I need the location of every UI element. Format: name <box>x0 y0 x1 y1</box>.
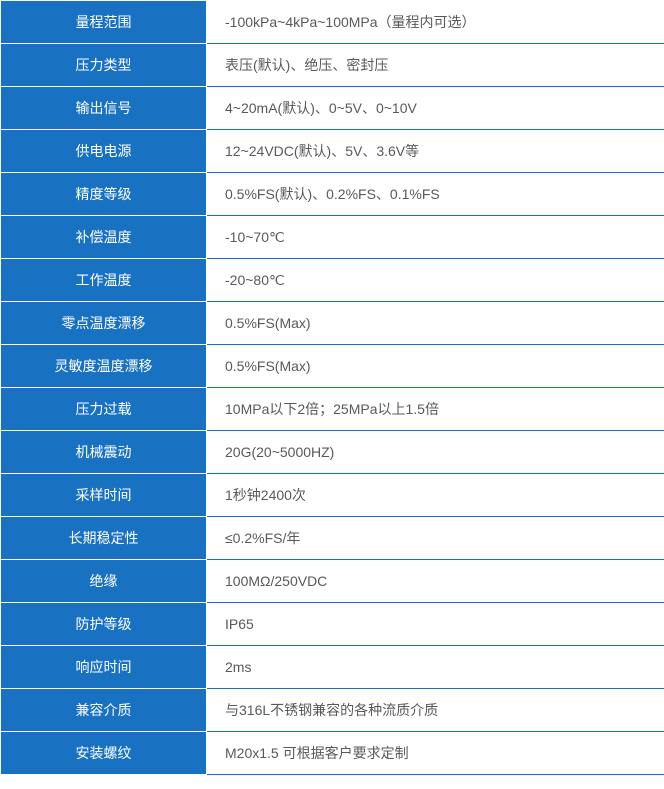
spec-label: 精度等级 <box>1 173 207 216</box>
table-row: 压力过载10MPa以下2倍；25MPa以上1.5倍 <box>1 388 664 431</box>
spec-label: 工作温度 <box>1 259 207 302</box>
spec-label: 压力类型 <box>1 44 207 87</box>
spec-label: 防护等级 <box>1 603 207 646</box>
spec-label: 压力过载 <box>1 388 207 431</box>
spec-value: 2ms <box>207 646 664 689</box>
table-row: 采样时间1秒钟2400次 <box>1 474 664 517</box>
table-row: 灵敏度温度漂移0.5%FS(Max) <box>1 345 664 388</box>
table-row: 输出信号4~20mA(默认)、0~5V、0~10V <box>1 87 664 130</box>
spec-value: 与316L不锈钢兼容的各种流质介质 <box>207 689 664 732</box>
spec-value: 10MPa以下2倍；25MPa以上1.5倍 <box>207 388 664 431</box>
spec-label: 长期稳定性 <box>1 517 207 560</box>
table-row: 安装螺纹M20x1.5 可根据客户要求定制 <box>1 732 664 775</box>
spec-value: 0.5%FS(Max) <box>207 302 664 345</box>
table-row: 工作温度-20~80℃ <box>1 259 664 302</box>
table-row: 精度等级0.5%FS(默认)、0.2%FS、0.1%FS <box>1 173 664 216</box>
spec-label: 量程范围 <box>1 1 207 44</box>
spec-value: -100kPa~4kPa~100MPa（量程内可选） <box>207 1 664 44</box>
spec-value: -20~80℃ <box>207 259 664 302</box>
spec-label: 采样时间 <box>1 474 207 517</box>
spec-value: 0.5%FS(Max) <box>207 345 664 388</box>
spec-value: ≤0.2%FS/年 <box>207 517 664 560</box>
spec-value: 1秒钟2400次 <box>207 474 664 517</box>
spec-value: IP65 <box>207 603 664 646</box>
table-row: 机械震动20G(20~5000HZ) <box>1 431 664 474</box>
spec-label: 补偿温度 <box>1 216 207 259</box>
table-row: 补偿温度-10~70℃ <box>1 216 664 259</box>
spec-table-body: 量程范围-100kPa~4kPa~100MPa（量程内可选）压力类型表压(默认)… <box>1 1 664 775</box>
table-row: 压力类型表压(默认)、绝压、密封压 <box>1 44 664 87</box>
spec-value: 4~20mA(默认)、0~5V、0~10V <box>207 87 664 130</box>
table-row: 兼容介质与316L不锈钢兼容的各种流质介质 <box>1 689 664 732</box>
spec-label: 安装螺纹 <box>1 732 207 775</box>
spec-table: 量程范围-100kPa~4kPa~100MPa（量程内可选）压力类型表压(默认)… <box>0 0 664 775</box>
table-row: 防护等级IP65 <box>1 603 664 646</box>
spec-value: 0.5%FS(默认)、0.2%FS、0.1%FS <box>207 173 664 216</box>
spec-value: 表压(默认)、绝压、密封压 <box>207 44 664 87</box>
spec-value: 20G(20~5000HZ) <box>207 431 664 474</box>
spec-label: 零点温度漂移 <box>1 302 207 345</box>
table-row: 绝缘100MΩ/250VDC <box>1 560 664 603</box>
spec-label: 供电电源 <box>1 130 207 173</box>
spec-value: 100MΩ/250VDC <box>207 560 664 603</box>
table-row: 供电电源12~24VDC(默认)、5V、3.6V等 <box>1 130 664 173</box>
table-row: 响应时间2ms <box>1 646 664 689</box>
spec-label: 灵敏度温度漂移 <box>1 345 207 388</box>
spec-label: 绝缘 <box>1 560 207 603</box>
spec-value: 12~24VDC(默认)、5V、3.6V等 <box>207 130 664 173</box>
table-row: 零点温度漂移0.5%FS(Max) <box>1 302 664 345</box>
spec-label: 兼容介质 <box>1 689 207 732</box>
spec-value: -10~70℃ <box>207 216 664 259</box>
table-row: 量程范围-100kPa~4kPa~100MPa（量程内可选） <box>1 1 664 44</box>
spec-label: 机械震动 <box>1 431 207 474</box>
spec-value: M20x1.5 可根据客户要求定制 <box>207 732 664 775</box>
table-row: 长期稳定性≤0.2%FS/年 <box>1 517 664 560</box>
spec-label: 响应时间 <box>1 646 207 689</box>
spec-label: 输出信号 <box>1 87 207 130</box>
